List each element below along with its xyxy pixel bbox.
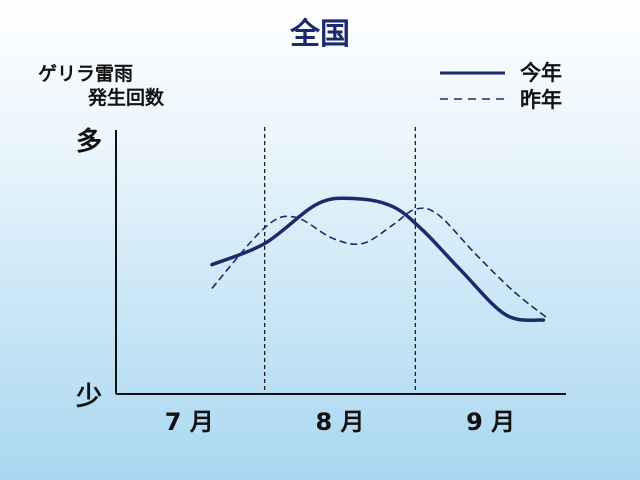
legend-label-this-year: 今年 xyxy=(520,61,562,85)
legend: 今年 昨年 xyxy=(440,61,562,112)
y-tick-top: 多 xyxy=(76,127,102,157)
y-tick-bottom: 少 xyxy=(75,382,102,412)
y-axis-label-line2: 発生回数 xyxy=(87,86,165,109)
month-dividers xyxy=(264,127,416,394)
chart-title: 全国 xyxy=(289,17,350,52)
series-line-last-year xyxy=(211,207,547,319)
x-tick-label-1: 7 月 xyxy=(165,408,214,436)
y-axis-label-line1: ゲリラ雷雨 xyxy=(38,63,133,85)
legend-label-last-year: 昨年 xyxy=(520,88,562,112)
x-tick-labels: 7 月 8 月 9 月 xyxy=(165,408,515,436)
series-line-this-year xyxy=(210,196,546,322)
x-tick-label-2: 8 月 xyxy=(315,408,364,436)
x-tick-label-3: 9 月 xyxy=(466,408,515,436)
series-group xyxy=(210,196,547,322)
